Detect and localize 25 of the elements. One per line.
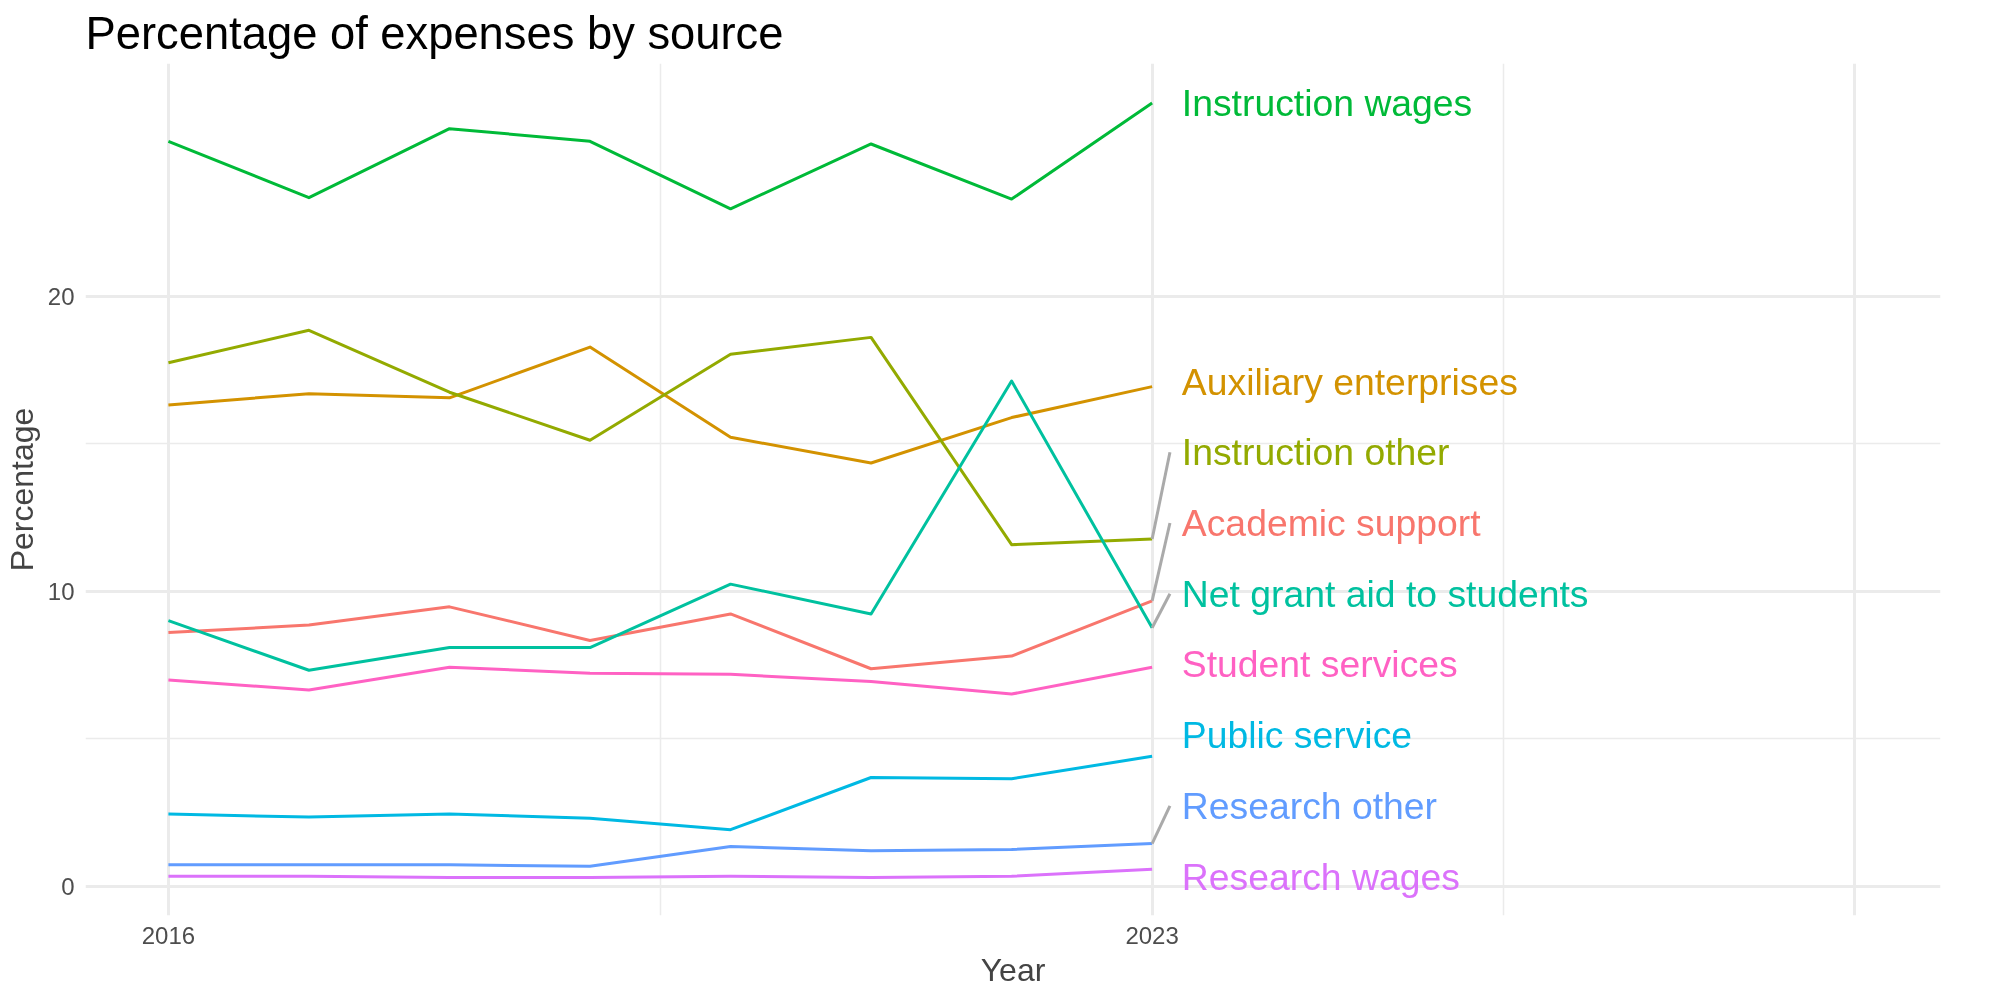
- y-tick-label: 0: [61, 872, 75, 900]
- series-label: Academic support: [1181, 502, 1482, 545]
- x-axis-title: Year: [980, 951, 1046, 988]
- x-tick-label: 2016: [141, 921, 196, 949]
- series-label: Research wages: [1181, 855, 1460, 898]
- y-axis-title: Percentage: [3, 407, 40, 572]
- line-series: [166, 345, 1154, 465]
- series-label: Public service: [1181, 714, 1413, 757]
- line-series: [166, 328, 1154, 547]
- series-label: Net grant aid to students: [1181, 572, 1589, 615]
- chart-title: Percentage of expenses by source: [85, 7, 784, 59]
- line-series: [166, 754, 1154, 832]
- series-label: Instruction other: [1181, 431, 1450, 474]
- line-series: [166, 101, 1154, 211]
- series-label: Research other: [1181, 784, 1438, 827]
- line-series: [166, 379, 1154, 672]
- line-series: [166, 665, 1154, 696]
- y-tick-label: 10: [47, 577, 75, 605]
- series-label: Auxiliary enterprises: [1181, 360, 1518, 403]
- x-tick-label: 2023: [1125, 921, 1179, 949]
- y-tick-label: 20: [47, 282, 75, 310]
- line-series: [166, 842, 1154, 868]
- series-label: Student services: [1181, 643, 1458, 686]
- series-label: Instruction wages: [1181, 82, 1473, 124]
- line-series: [166, 599, 1154, 671]
